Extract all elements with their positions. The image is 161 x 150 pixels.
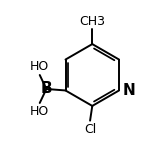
Text: N: N	[122, 83, 135, 98]
Text: CH3: CH3	[79, 15, 105, 28]
Text: Cl: Cl	[84, 123, 96, 136]
Text: B: B	[41, 81, 52, 96]
Text: HO: HO	[29, 60, 49, 73]
Text: HO: HO	[29, 105, 49, 118]
